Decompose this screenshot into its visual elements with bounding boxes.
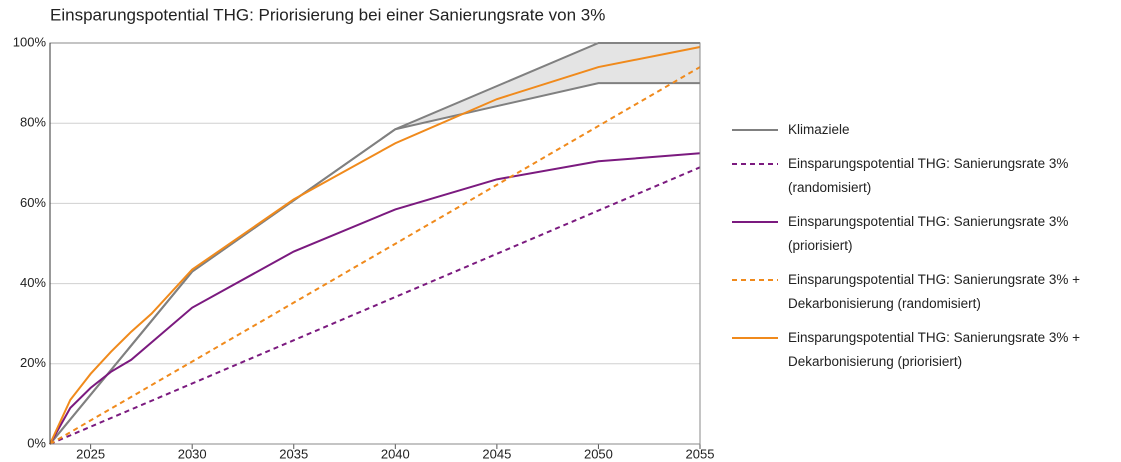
legend-swatch	[732, 163, 778, 165]
x-tick-label: 2055	[686, 446, 715, 461]
y-tick-label: 60%	[20, 195, 46, 210]
line	[49, 82, 700, 445]
x-tick-label: 2035	[279, 446, 308, 461]
chart-title: Einsparungspotential THG: Priorisierung …	[50, 5, 605, 24]
legend-label: Einsparungspotential THG: Sanierungsrate…	[788, 214, 1069, 253]
legend: Klimaziele Einsparungspotential THG: Sani…	[732, 118, 1112, 384]
legend-swatch	[732, 129, 778, 131]
legend-label: Einsparungspotential THG: Sanierungsrate…	[788, 330, 1081, 369]
plot-frame	[49, 42, 701, 445]
line	[49, 152, 701, 445]
line	[49, 166, 701, 445]
legend-item: Klimaziele	[732, 118, 1112, 142]
legend-item: Einsparungspotential THG: Sanierungsrate…	[732, 326, 1112, 374]
legend-item: Einsparungspotential THG: Sanierungsrate…	[732, 210, 1112, 258]
x-tick-label: 2040	[381, 446, 410, 461]
legend-swatch	[732, 221, 778, 223]
band	[50, 43, 700, 444]
legend-swatch	[732, 337, 778, 339]
y-tick-label: 40%	[20, 275, 46, 290]
line-upper	[49, 42, 700, 445]
x-tick-label: 2025	[76, 446, 105, 461]
x-tick-label: 2030	[178, 446, 207, 461]
y-tick-label: 0%	[27, 435, 46, 450]
legend-label: Einsparungspotential THG: Sanierungsrate…	[788, 272, 1081, 311]
x-tick-label: 2050	[584, 446, 613, 461]
legend-label: Klimaziele	[788, 122, 850, 137]
legend-item: Einsparungspotential THG: Sanierungsrate…	[732, 268, 1112, 316]
y-tick-label: 20%	[20, 355, 46, 370]
y-tick-label: 100%	[13, 34, 47, 49]
x-tick-label: 2045	[482, 446, 511, 461]
line	[49, 46, 701, 445]
y-tick-label: 80%	[20, 115, 46, 130]
legend-swatch	[732, 279, 778, 281]
legend-item: Einsparungspotential THG: Sanierungsrate…	[732, 152, 1112, 200]
legend-label: Einsparungspotential THG: Sanierungsrate…	[788, 156, 1069, 195]
